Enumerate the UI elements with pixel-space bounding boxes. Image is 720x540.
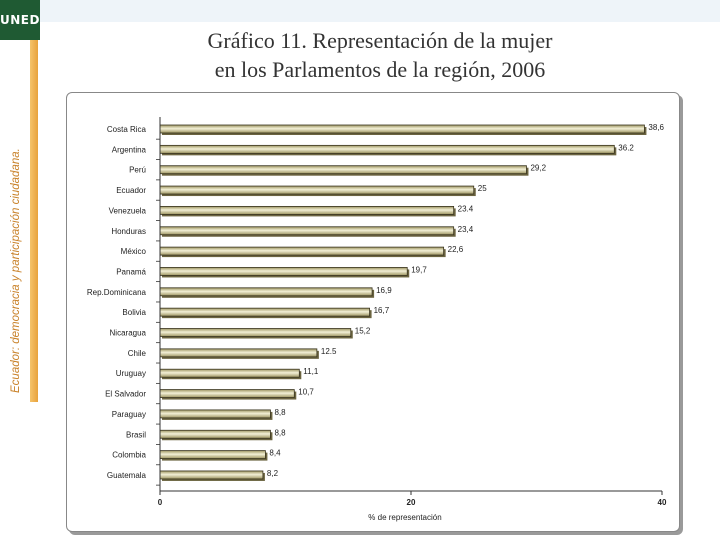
category-label: Nicaragua	[110, 329, 147, 338]
bar	[159, 124, 645, 134]
x-tick-label: 0	[158, 498, 163, 507]
chart-title-line-1: Gráfico 11. Representación de la mujer	[207, 28, 553, 53]
sidebar-caption: Ecuador: democracia y participación ciud…	[10, 148, 22, 393]
x-tick-label: 40	[658, 498, 667, 507]
bar	[159, 429, 271, 439]
value-label: 16,9	[376, 286, 392, 295]
category-label: El Salvador	[105, 390, 146, 399]
value-label: 29,2	[530, 164, 546, 173]
category-label: Rep.Dominicana	[87, 288, 147, 297]
chart-title-line-2: en los Parlamentos de la región, 2006	[214, 57, 546, 82]
x-axis-title: % de representación	[368, 513, 441, 522]
category-label: Honduras	[111, 227, 146, 236]
bar	[159, 409, 271, 419]
bar	[159, 470, 264, 480]
bar	[159, 450, 266, 460]
category-label: Perú	[129, 166, 146, 175]
category-label: Costa Rica	[107, 125, 147, 134]
bar	[159, 165, 527, 175]
chart-title: Gráfico 11. Representación de la mujer e…	[160, 26, 600, 84]
value-label: 16,7	[374, 306, 390, 315]
uned-logo: UNED	[0, 0, 40, 40]
value-label: 23.4	[458, 204, 474, 213]
category-label: Ecuador	[116, 186, 146, 195]
category-label: Panamá	[116, 267, 146, 276]
category-label: Chile	[128, 349, 147, 358]
value-label: 38,6	[648, 123, 664, 132]
category-label: Paraguay	[112, 410, 146, 419]
value-label: 8,8	[274, 428, 286, 437]
bars-group	[159, 124, 647, 481]
category-label: Colombia	[112, 451, 146, 460]
category-label: Bolivia	[122, 308, 146, 317]
value-label: 12.5	[321, 347, 337, 356]
bar	[159, 246, 445, 256]
bar-chart: Costa Rica 38,6 Argentina 36.2 Perú 29,2 Ecuad…	[87, 117, 667, 522]
value-label: 36.2	[618, 143, 634, 152]
value-label: 11,1	[303, 367, 319, 376]
value-label: 19,7	[411, 265, 427, 274]
value-label: 23,4	[458, 225, 474, 234]
value-label: 8,8	[274, 408, 286, 417]
bar	[159, 185, 475, 195]
bar	[159, 348, 318, 358]
bar	[159, 328, 352, 337]
value-label: 25	[478, 184, 487, 193]
bar	[159, 368, 300, 378]
bar	[159, 389, 295, 398]
category-label: México	[121, 247, 147, 256]
bar	[159, 307, 370, 317]
bar	[159, 267, 408, 276]
bar	[159, 287, 373, 297]
bar	[159, 226, 455, 236]
category-label: Brasil	[126, 430, 146, 439]
bar	[159, 206, 455, 215]
value-label: 8,2	[267, 469, 279, 478]
category-label: Argentina	[112, 145, 147, 154]
axis-group: Costa Rica 38,6 Argentina 36.2 Perú 29,2 Ecuad…	[87, 117, 667, 522]
value-label: 8,4	[269, 449, 281, 458]
value-label: 10,7	[298, 388, 314, 397]
category-label: Uruguay	[116, 369, 146, 378]
category-label: Venezuela	[109, 206, 147, 215]
x-tick-label: 20	[407, 498, 416, 507]
category-label: Guatemala	[107, 471, 147, 480]
value-label: 22,6	[448, 245, 464, 254]
bar	[159, 144, 615, 154]
value-label: 15,2	[355, 327, 371, 336]
sidebar-accent-bar	[30, 40, 38, 402]
top-band	[0, 0, 720, 22]
